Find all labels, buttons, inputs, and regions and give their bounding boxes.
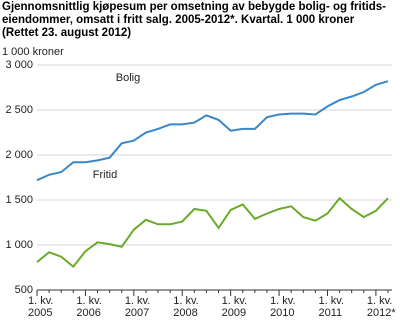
- y-tick-label: 2 000: [5, 149, 33, 161]
- x-tick-label: 1. kv. 2010: [270, 295, 296, 319]
- y-tick-label: 1 000: [5, 239, 33, 251]
- x-tick-label: 1. kv. 2006: [76, 295, 102, 319]
- x-tick-label: 1. kv. 2011: [318, 295, 344, 319]
- series-label: Fritid: [93, 169, 117, 181]
- x-tick-label: 1. kv. 2009: [221, 295, 248, 319]
- y-tick-label: 500: [15, 284, 33, 296]
- x-tick-label: 1. kv. 2008: [173, 295, 199, 319]
- series-label: Bolig: [116, 72, 140, 84]
- chart-title: Gjennomsnittlig kjøpesum per omsetning a…: [2, 1, 398, 40]
- x-tick-label: 1. kv. 2005: [28, 295, 54, 319]
- y-tick-label: 1 500: [5, 194, 33, 206]
- x-tick-label: 1. kv. 2012*: [366, 295, 396, 319]
- title-line: (Rettet 23. august 2012): [2, 27, 132, 39]
- series-line: [36, 80, 389, 182]
- y-axis-label: 1 000 kroner: [2, 46, 64, 58]
- x-tick-label: 1. kv. 2007: [124, 295, 151, 319]
- y-tick-label: 2 500: [5, 104, 33, 116]
- title-line: Gjennomsnittlig kjøpesum per omsetning a…: [2, 1, 386, 13]
- y-tick-label: 3 000: [5, 59, 33, 71]
- series-line: [36, 196, 389, 269]
- title-line: eiendommer, omsatt i fritt salg. 2005-20…: [2, 14, 355, 26]
